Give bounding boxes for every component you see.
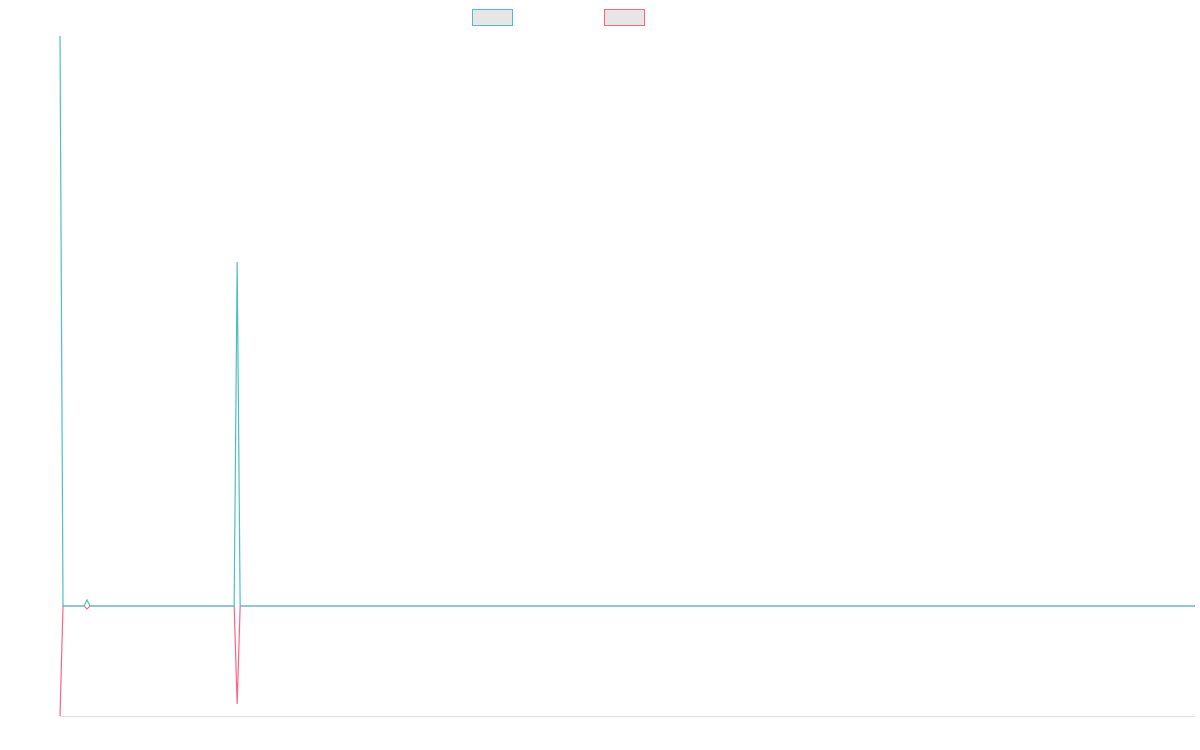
legend-swatch — [472, 9, 513, 26]
legend-swatch — [604, 9, 645, 26]
series-line — [59, 35, 1195, 607]
series-line — [59, 605, 1195, 717]
legend — [472, 9, 645, 26]
